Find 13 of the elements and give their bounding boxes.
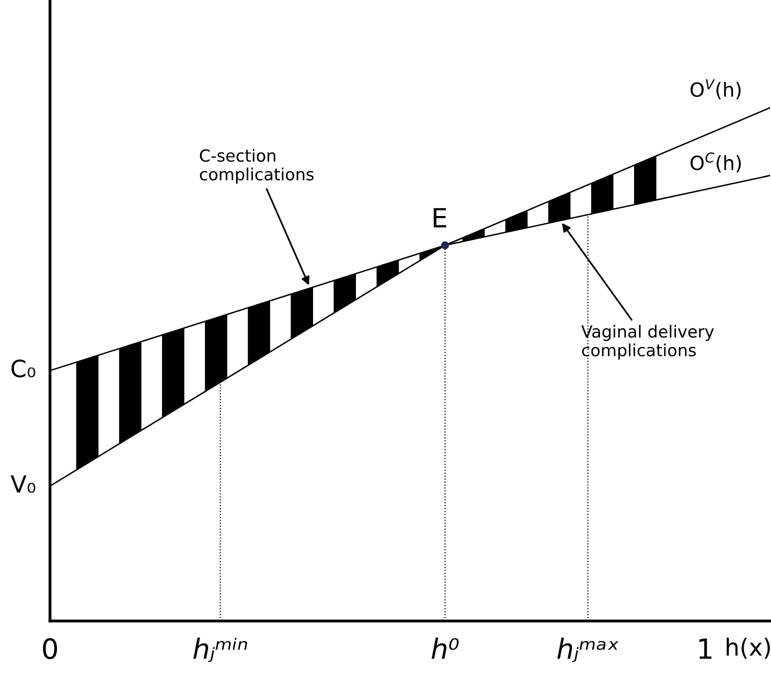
ref-line-label: h⁰ (432, 638, 459, 659)
annotation: C₀ (11, 360, 36, 378)
series-label: O$^{C}$(h) (690, 152, 741, 173)
x-tick-label: 0 (42, 638, 57, 660)
annotation: V₀ (10, 475, 36, 493)
x-axis-title: h(x) (726, 638, 770, 659)
ref-line-label: hⱼᵐᵃˣ (557, 638, 619, 662)
series-label: O$^{V}$(h) (690, 79, 741, 100)
x-tick-label: 1 (699, 638, 712, 659)
annotation: Vaginal delivery complications (581, 324, 714, 360)
ref-line-label: hⱼᵐⁱⁿ (193, 638, 248, 662)
annotation: C-section complications (200, 148, 314, 184)
annotation: E (434, 208, 446, 228)
